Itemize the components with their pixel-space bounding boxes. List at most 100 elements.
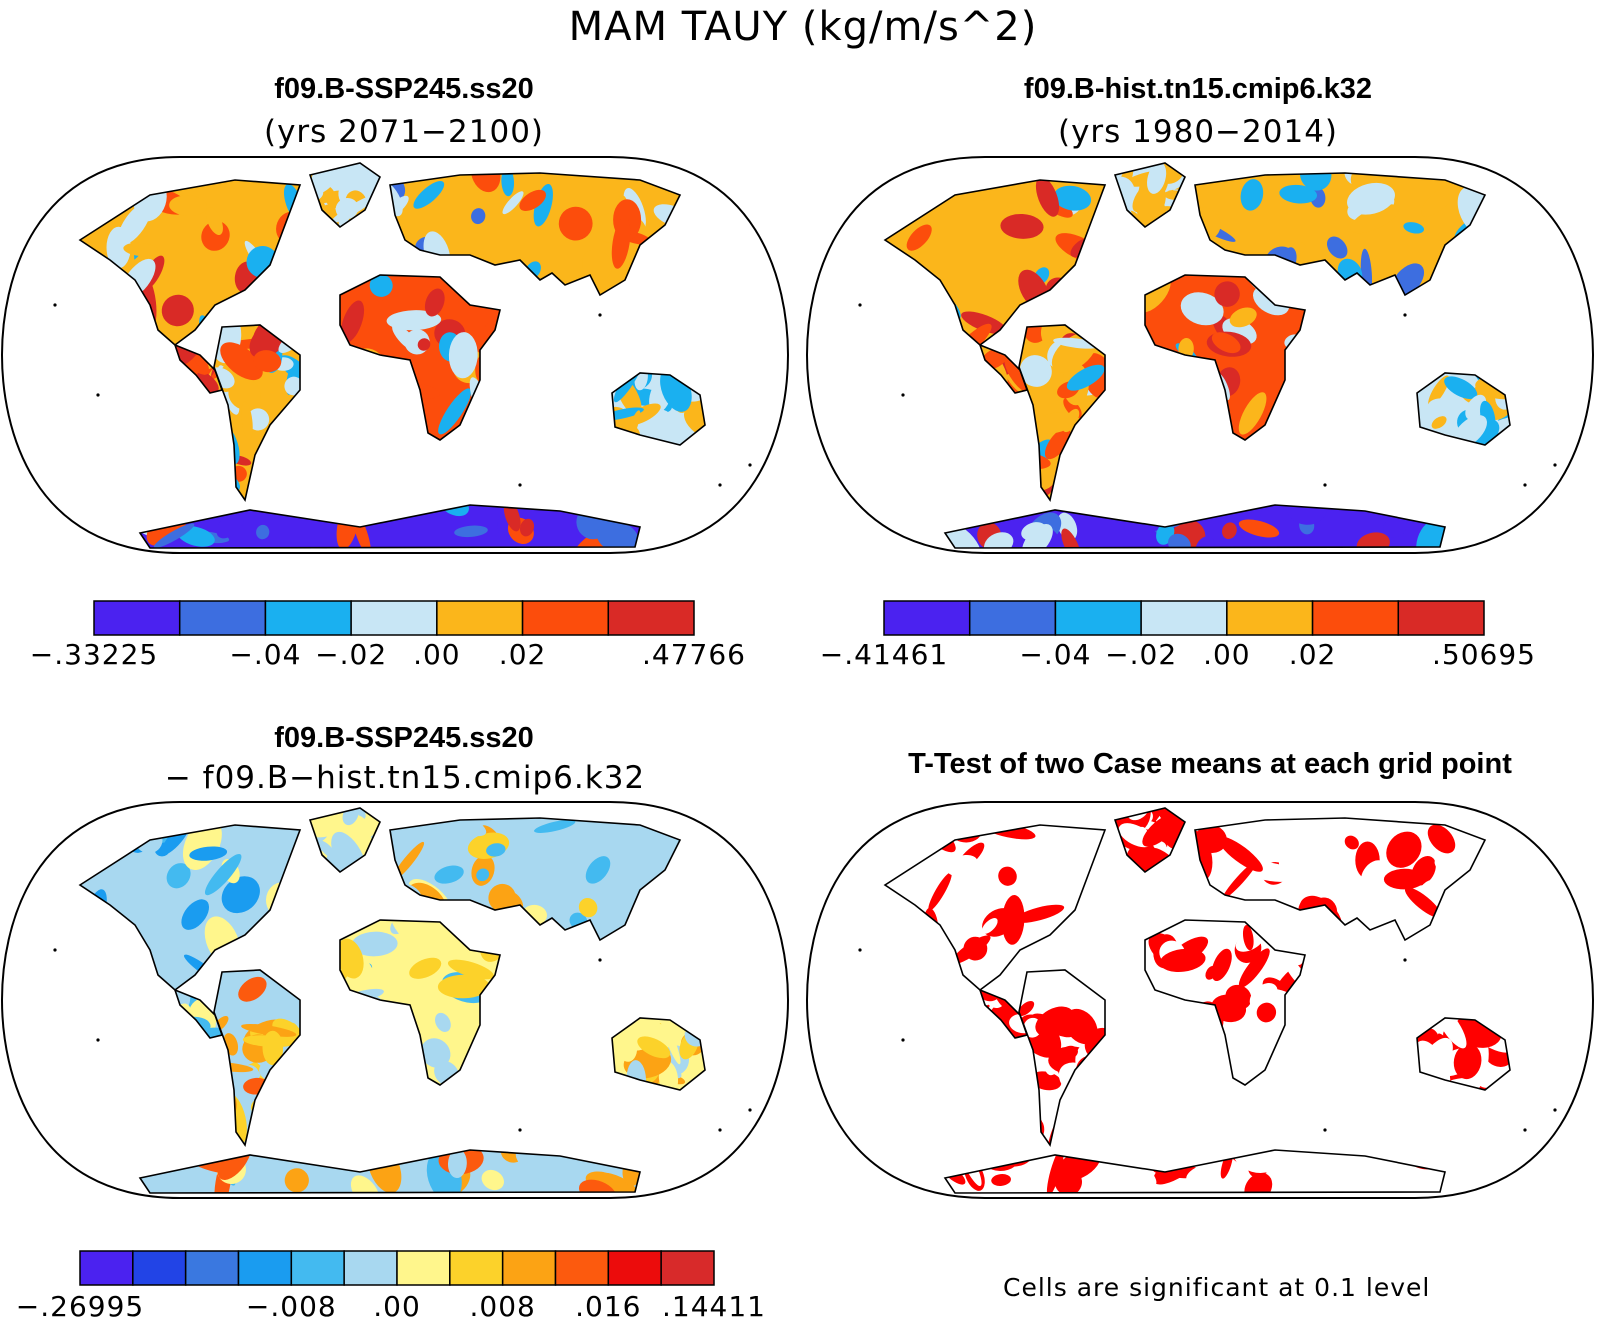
island <box>96 1038 100 1042</box>
panel-1-title: f09.B-SSP245.ss20 <box>274 73 534 105</box>
coastline-australia <box>1416 1017 1511 1091</box>
coastline-eurasia <box>389 172 682 297</box>
colorbar-swatch <box>1311 600 1400 636</box>
island <box>1523 1128 1527 1132</box>
coastline-northAmerica <box>78 824 302 992</box>
colorbar-tick-label: .00 <box>1203 638 1251 671</box>
island <box>901 393 905 397</box>
map-border <box>805 801 1595 1199</box>
coastline-southAmerica <box>1018 969 1106 1147</box>
panel-2-title: f09.B-hist.tn15.cmip6.k32 <box>1023 73 1373 105</box>
coastline-australia <box>611 372 706 446</box>
island <box>1403 958 1407 962</box>
coastline-africa <box>339 919 501 1086</box>
colorbar-swatch <box>184 1250 240 1286</box>
panel-1-subtitle: (yrs 2071−2100) <box>263 114 545 150</box>
panel-1-colorbar: −.33225 −.04 −.02 .00 .02 .47766 <box>30 600 746 671</box>
colorbar-swatch <box>501 1250 557 1286</box>
island <box>858 303 862 307</box>
colorbar-swatch <box>660 1250 715 1286</box>
island <box>748 463 752 467</box>
colorbar-swatch <box>178 600 267 636</box>
island <box>518 483 522 487</box>
panel-4-map <box>805 801 1595 1199</box>
figure-title: MAM TAUY (kg/m/s^2) <box>568 4 1038 50</box>
colorbar-swatch <box>132 1250 187 1286</box>
coastline-antarctica <box>138 504 641 549</box>
map-border <box>0 801 790 1199</box>
colorbar-swatch <box>1054 600 1142 636</box>
colorbar-tick-label: −.41461 <box>820 638 948 671</box>
panel-3-colorbar: −.26995 −.008 .00 .008 .016 .14411 <box>16 1250 766 1323</box>
coastline-centralAmerica <box>173 343 224 394</box>
coastline-antarctica <box>943 1149 1446 1194</box>
colorbar-swatch <box>607 1250 662 1286</box>
island <box>1323 1128 1327 1132</box>
island <box>96 393 100 397</box>
colorbar-tick-label: .14411 <box>662 1290 766 1323</box>
coastline-antarctica <box>138 1149 641 1194</box>
coastline-eurasia <box>1194 172 1487 297</box>
colorbar-swatch <box>607 600 695 636</box>
colorbar-swatch <box>883 600 971 636</box>
colorbar-swatch <box>521 600 610 636</box>
map-border <box>0 156 790 554</box>
island <box>53 948 57 952</box>
coastline-northAmerica <box>883 179 1107 347</box>
coastline-africa <box>1144 274 1306 441</box>
panel-3-title: f09.B-SSP245.ss20 <box>274 722 534 754</box>
colorbar-tick-label: .00 <box>413 638 461 671</box>
colorbar-tick-label: −.33225 <box>30 638 158 671</box>
colorbar-swatch <box>1226 600 1314 636</box>
coastline-africa <box>1144 919 1306 1086</box>
colorbar-swatch <box>554 1250 610 1286</box>
colorbar-swatch <box>968 600 1057 636</box>
coastline-australia <box>611 1017 706 1091</box>
island <box>748 1108 752 1112</box>
island <box>718 483 722 487</box>
colorbar-swatch <box>449 1250 504 1286</box>
colorbar-tick-label: .00 <box>373 1290 421 1323</box>
coastline-greenland <box>308 807 382 874</box>
colorbar-swatch <box>396 1250 451 1286</box>
colorbar-tick-label: .02 <box>499 638 547 671</box>
panel-2-map <box>805 156 1595 554</box>
land-greenland <box>310 808 380 872</box>
island <box>1553 463 1557 467</box>
colorbar-swatch <box>1140 600 1228 636</box>
panel-1-map <box>0 156 790 554</box>
coastline-southAmerica <box>213 324 301 502</box>
island <box>1323 483 1327 487</box>
colorbar-tick-label: −.04 <box>229 638 301 671</box>
coastline-eurasia <box>389 817 682 942</box>
coastline-northAmerica <box>883 824 1107 992</box>
colorbar-tick-label: −.02 <box>315 638 387 671</box>
coastline-greenland <box>1113 807 1187 874</box>
island <box>858 948 862 952</box>
colorbar-swatch <box>237 1250 293 1286</box>
coastline-eurasia <box>1194 817 1487 942</box>
significance-footnote: Cells are significant at 0.1 level <box>1003 1273 1431 1302</box>
island <box>53 303 57 307</box>
colorbar-swatch <box>436 600 524 636</box>
colorbar-tick-label: .008 <box>469 1290 535 1323</box>
panel-4-title: T-Test of two Case means at each grid po… <box>908 748 1512 780</box>
coastline-centralAmerica <box>978 988 1029 1039</box>
coastline-northAmerica <box>78 179 302 347</box>
colorbar-swatch <box>1397 600 1485 636</box>
colorbar-tick-label: −.26995 <box>16 1290 144 1323</box>
coastline-southAmerica <box>1018 324 1106 502</box>
coastline-antarctica <box>943 504 1446 549</box>
coastline-australia <box>1416 372 1511 446</box>
panel-3-subtitle: − f09.B−hist.tn15.cmip6.k32 <box>164 760 646 796</box>
colorbar-tick-label: .016 <box>575 1290 641 1323</box>
colorbar-swatch <box>290 1250 345 1286</box>
colorbar-swatch <box>343 1250 398 1286</box>
coastline-greenland <box>1113 162 1187 229</box>
colorbar-tick-label: −.008 <box>246 1290 337 1323</box>
colorbar-swatch <box>264 600 352 636</box>
coastline-southAmerica <box>213 969 301 1147</box>
panel-2-colorbar: −.41461 −.04 −.02 .00 .02 .50695 <box>820 600 1535 671</box>
colorbar-tick-label: .47766 <box>642 638 746 671</box>
island <box>598 313 602 317</box>
